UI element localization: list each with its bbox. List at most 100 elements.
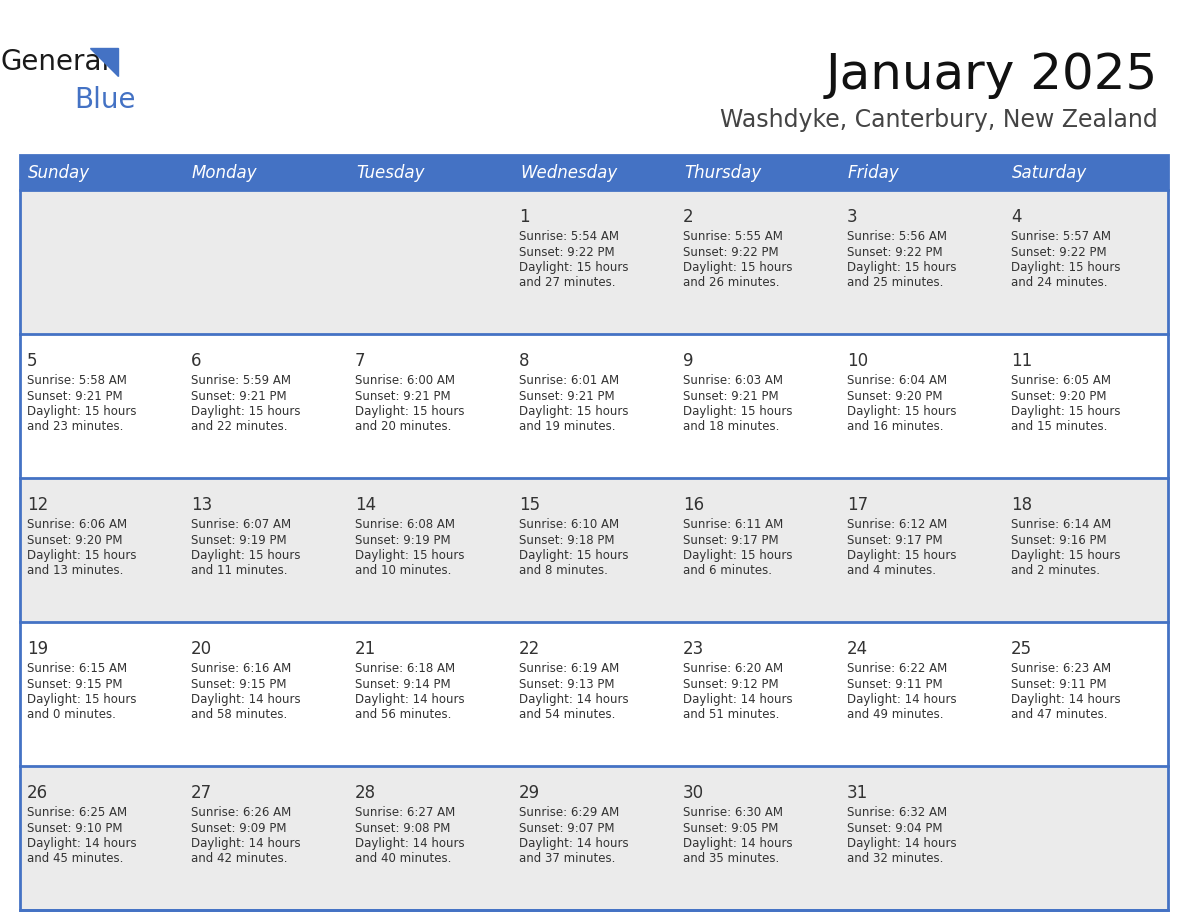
Bar xyxy=(348,190,512,334)
Text: Sunset: 9:05 PM: Sunset: 9:05 PM xyxy=(683,822,778,834)
Text: 26: 26 xyxy=(27,784,49,802)
Text: Sunset: 9:13 PM: Sunset: 9:13 PM xyxy=(519,677,614,690)
Bar xyxy=(20,334,184,478)
Text: Sunrise: 6:18 AM: Sunrise: 6:18 AM xyxy=(355,662,455,675)
Text: 29: 29 xyxy=(519,784,541,802)
Text: and 22 minutes.: and 22 minutes. xyxy=(191,420,287,433)
Text: 8: 8 xyxy=(519,352,530,370)
Bar xyxy=(512,766,676,910)
Text: Sunset: 9:15 PM: Sunset: 9:15 PM xyxy=(27,677,122,690)
Text: Sunrise: 6:27 AM: Sunrise: 6:27 AM xyxy=(355,806,455,819)
Text: and 51 minutes.: and 51 minutes. xyxy=(683,709,779,722)
Bar xyxy=(20,622,184,766)
Text: Monday: Monday xyxy=(192,163,258,182)
Text: Daylight: 15 hours: Daylight: 15 hours xyxy=(1011,405,1120,418)
Text: Daylight: 15 hours: Daylight: 15 hours xyxy=(519,261,628,274)
Text: 11: 11 xyxy=(1011,352,1032,370)
Bar xyxy=(840,155,1004,190)
Text: Sunset: 9:12 PM: Sunset: 9:12 PM xyxy=(683,677,778,690)
Bar xyxy=(840,190,1004,334)
Text: and 18 minutes.: and 18 minutes. xyxy=(683,420,779,433)
Bar xyxy=(1004,155,1168,190)
Text: Sunrise: 5:59 AM: Sunrise: 5:59 AM xyxy=(191,374,291,387)
Text: Wednesday: Wednesday xyxy=(520,163,618,182)
Text: Sunset: 9:11 PM: Sunset: 9:11 PM xyxy=(847,677,942,690)
Text: Sunrise: 6:06 AM: Sunrise: 6:06 AM xyxy=(27,518,127,531)
Text: Sunrise: 6:30 AM: Sunrise: 6:30 AM xyxy=(683,806,783,819)
Bar xyxy=(676,155,840,190)
Text: Sunset: 9:20 PM: Sunset: 9:20 PM xyxy=(847,389,942,402)
Text: Daylight: 15 hours: Daylight: 15 hours xyxy=(27,549,137,562)
Text: Blue: Blue xyxy=(74,86,135,114)
Text: and 6 minutes.: and 6 minutes. xyxy=(683,565,772,577)
Text: Daylight: 15 hours: Daylight: 15 hours xyxy=(191,549,301,562)
Text: Daylight: 14 hours: Daylight: 14 hours xyxy=(519,693,628,706)
Text: 19: 19 xyxy=(27,640,49,658)
Text: Sunset: 9:21 PM: Sunset: 9:21 PM xyxy=(355,389,450,402)
Text: 31: 31 xyxy=(847,784,868,802)
Text: 16: 16 xyxy=(683,496,704,514)
Text: Sunrise: 6:29 AM: Sunrise: 6:29 AM xyxy=(519,806,619,819)
Text: 10: 10 xyxy=(847,352,868,370)
Text: Sunrise: 5:56 AM: Sunrise: 5:56 AM xyxy=(847,230,947,243)
Text: Sunset: 9:22 PM: Sunset: 9:22 PM xyxy=(1011,245,1107,259)
Text: Thursday: Thursday xyxy=(684,163,762,182)
Bar xyxy=(840,478,1004,622)
Text: Sunset: 9:20 PM: Sunset: 9:20 PM xyxy=(27,533,122,546)
Bar xyxy=(20,190,184,334)
Text: Sunrise: 6:23 AM: Sunrise: 6:23 AM xyxy=(1011,662,1111,675)
Text: Daylight: 14 hours: Daylight: 14 hours xyxy=(1011,693,1120,706)
Text: 1: 1 xyxy=(519,208,530,226)
Text: Sunrise: 6:05 AM: Sunrise: 6:05 AM xyxy=(1011,374,1111,387)
Text: and 11 minutes.: and 11 minutes. xyxy=(191,565,287,577)
Bar xyxy=(512,155,676,190)
Text: Sunrise: 6:32 AM: Sunrise: 6:32 AM xyxy=(847,806,947,819)
Text: Daylight: 14 hours: Daylight: 14 hours xyxy=(683,837,792,850)
Text: 20: 20 xyxy=(191,640,213,658)
Text: 2: 2 xyxy=(683,208,694,226)
Text: 25: 25 xyxy=(1011,640,1032,658)
Text: and 47 minutes.: and 47 minutes. xyxy=(1011,709,1107,722)
Text: and 56 minutes.: and 56 minutes. xyxy=(355,709,451,722)
Text: Sunrise: 6:14 AM: Sunrise: 6:14 AM xyxy=(1011,518,1111,531)
Text: Sunrise: 6:16 AM: Sunrise: 6:16 AM xyxy=(191,662,291,675)
Text: Daylight: 15 hours: Daylight: 15 hours xyxy=(683,549,792,562)
Text: General: General xyxy=(0,48,109,76)
Text: Tuesday: Tuesday xyxy=(356,163,424,182)
Text: Daylight: 15 hours: Daylight: 15 hours xyxy=(519,549,628,562)
Text: Daylight: 15 hours: Daylight: 15 hours xyxy=(355,549,465,562)
Text: 14: 14 xyxy=(355,496,377,514)
Text: Sunrise: 5:58 AM: Sunrise: 5:58 AM xyxy=(27,374,127,387)
Bar xyxy=(840,622,1004,766)
Text: Daylight: 15 hours: Daylight: 15 hours xyxy=(519,405,628,418)
Text: Sunrise: 6:00 AM: Sunrise: 6:00 AM xyxy=(355,374,455,387)
Text: Sunrise: 6:25 AM: Sunrise: 6:25 AM xyxy=(27,806,127,819)
Text: 30: 30 xyxy=(683,784,704,802)
Bar xyxy=(840,766,1004,910)
Bar xyxy=(348,622,512,766)
Text: Sunday: Sunday xyxy=(29,163,90,182)
Text: Sunset: 9:11 PM: Sunset: 9:11 PM xyxy=(1011,677,1107,690)
Text: Sunset: 9:22 PM: Sunset: 9:22 PM xyxy=(683,245,778,259)
Text: 15: 15 xyxy=(519,496,541,514)
Text: Sunrise: 6:20 AM: Sunrise: 6:20 AM xyxy=(683,662,783,675)
Text: 18: 18 xyxy=(1011,496,1032,514)
Text: and 4 minutes.: and 4 minutes. xyxy=(847,565,936,577)
Text: 24: 24 xyxy=(847,640,868,658)
Bar xyxy=(512,190,676,334)
Text: Daylight: 15 hours: Daylight: 15 hours xyxy=(191,405,301,418)
Text: Sunrise: 6:08 AM: Sunrise: 6:08 AM xyxy=(355,518,455,531)
Text: Sunrise: 5:57 AM: Sunrise: 5:57 AM xyxy=(1011,230,1111,243)
Text: Sunset: 9:04 PM: Sunset: 9:04 PM xyxy=(847,822,942,834)
Text: Daylight: 14 hours: Daylight: 14 hours xyxy=(191,693,301,706)
Text: Sunrise: 6:26 AM: Sunrise: 6:26 AM xyxy=(191,806,291,819)
Bar xyxy=(1004,190,1168,334)
Text: 3: 3 xyxy=(847,208,858,226)
Bar xyxy=(348,766,512,910)
Text: Sunrise: 5:55 AM: Sunrise: 5:55 AM xyxy=(683,230,783,243)
Text: Sunset: 9:17 PM: Sunset: 9:17 PM xyxy=(847,533,942,546)
Text: 17: 17 xyxy=(847,496,868,514)
Text: Sunset: 9:14 PM: Sunset: 9:14 PM xyxy=(355,677,450,690)
Text: Sunset: 9:20 PM: Sunset: 9:20 PM xyxy=(1011,389,1106,402)
Text: and 26 minutes.: and 26 minutes. xyxy=(683,276,779,289)
